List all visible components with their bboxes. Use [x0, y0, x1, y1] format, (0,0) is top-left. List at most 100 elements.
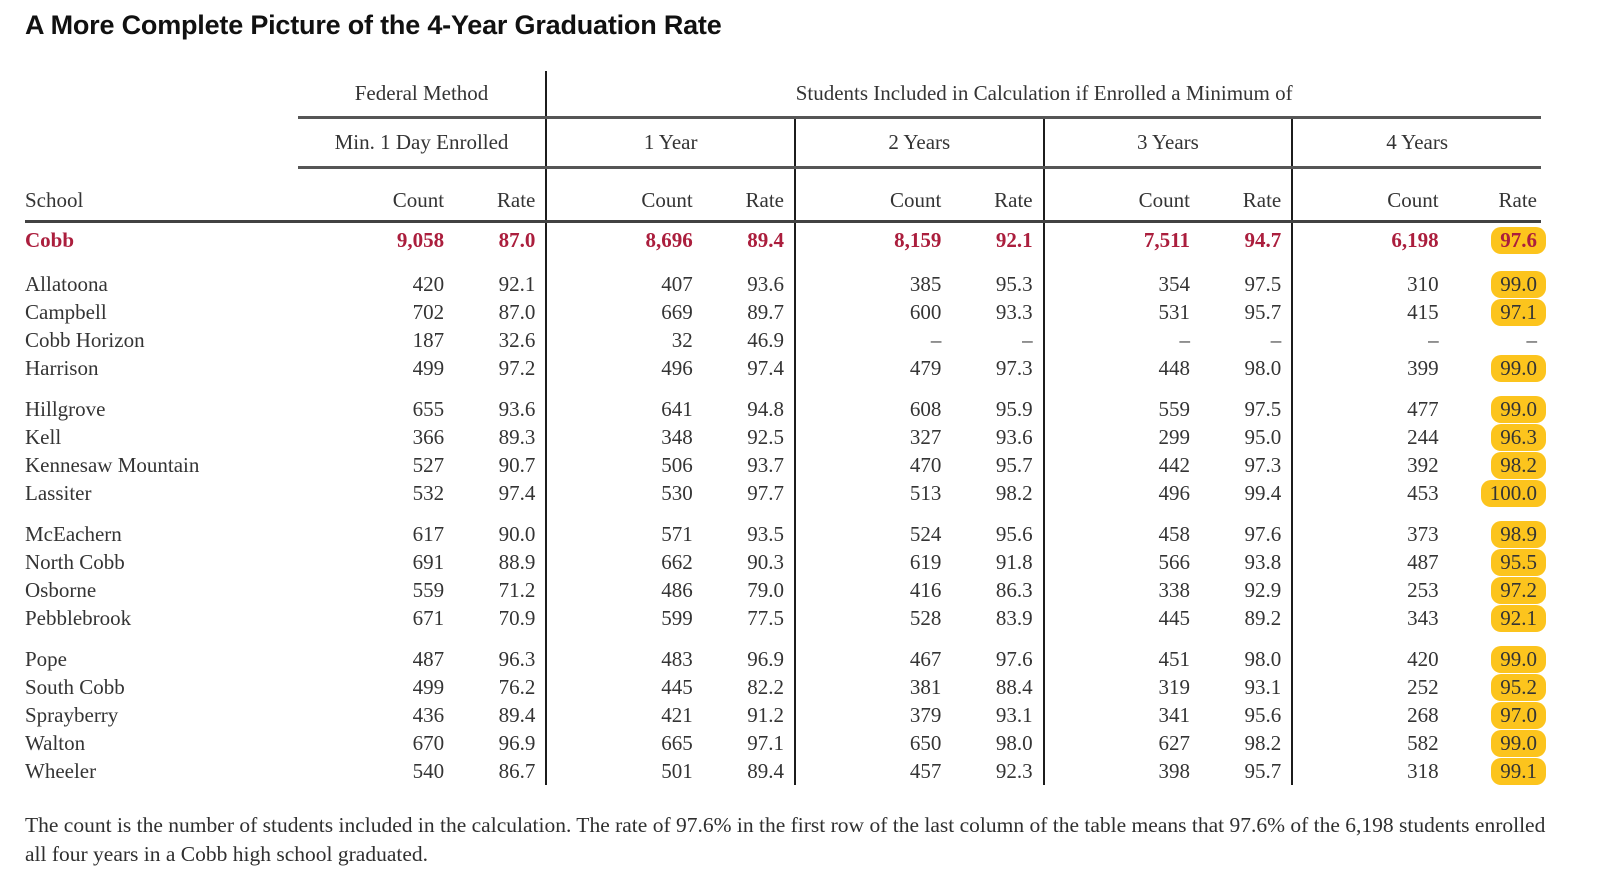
count-cell: 187	[412, 328, 445, 352]
period-header-4-years: 4 Years	[1292, 117, 1541, 169]
count-column-header: Count	[546, 167, 693, 223]
table-row: Sprayberry 436 89.4 421 91.2 379 93.1 341 95.6 26…	[25, 701, 1546, 729]
federal-method-header: Federal Method	[297, 71, 548, 119]
count-cell: 566	[1158, 550, 1190, 574]
rate-cell: –	[941, 326, 1045, 354]
count-column-header: Count	[1043, 167, 1190, 223]
rate-cell: 88.4	[941, 673, 1045, 701]
count-cell: 650	[909, 731, 942, 755]
count-cell: 528	[909, 606, 942, 630]
rate-cell: 86.3	[941, 576, 1045, 604]
rate-cell: 93.3	[941, 298, 1045, 326]
rate-cell: 83.9	[941, 604, 1045, 632]
school-name: Kennesaw Mountain	[25, 453, 200, 477]
highlight-pill: 99.0	[1491, 646, 1546, 673]
rate-cell: 95.5	[1439, 548, 1546, 576]
rate-cell: 90.0	[444, 520, 548, 548]
count-cell: –	[1179, 328, 1190, 352]
count-column-header: Count	[1292, 167, 1439, 223]
rate-cell: 89.3	[444, 423, 548, 451]
rate-cell: 76.2	[444, 673, 548, 701]
rate-cell: 93.6	[444, 395, 548, 423]
rate-cell: 99.0	[1439, 395, 1546, 423]
table-row: Wheeler 540 86.7 501 89.4 457 92.3 398 95.7 318 99…	[25, 757, 1546, 785]
count-cell: 9,058	[396, 228, 445, 252]
rate-cell: 89.2	[1189, 604, 1294, 632]
count-cell: 532	[412, 481, 445, 505]
rate-cell: 95.0	[1189, 423, 1294, 451]
school-name: Campbell	[25, 300, 107, 324]
school-name: North Cobb	[25, 550, 125, 574]
count-cell: 691	[412, 550, 445, 574]
rate-cell: 93.1	[1189, 673, 1294, 701]
rate-cell: 92.1	[1439, 604, 1546, 632]
count-cell: 8,696	[645, 228, 693, 252]
count-cell: 665	[661, 731, 693, 755]
rate-cell: 98.2	[1439, 451, 1546, 479]
count-cell: 559	[412, 578, 445, 602]
school-name: Harrison	[25, 356, 99, 380]
students-included-header: Students Included in Calculation if Enro…	[546, 71, 1541, 119]
rate-cell: 97.1	[692, 729, 796, 757]
rate-cell: 99.0	[1439, 645, 1546, 673]
count-cell: 458	[1158, 522, 1190, 546]
count-cell: 399	[1407, 356, 1439, 380]
rate-cell: 93.6	[941, 423, 1045, 451]
rate-cell: 95.6	[941, 520, 1045, 548]
count-cell: 513	[909, 481, 942, 505]
rate-cell: 92.5	[692, 423, 796, 451]
count-cell: 445	[1158, 606, 1190, 630]
period-header-1-year: 1 Year	[546, 117, 796, 169]
table-row: Osborne 559 71.2 486 79.0 416 86.3 338 92.9 253 97…	[25, 576, 1546, 604]
count-cell: 671	[412, 606, 445, 630]
table-row: McEachern 617 90.0 571 93.5 524 95.6 458 97.6 373…	[25, 520, 1546, 548]
count-cell: 253	[1407, 578, 1439, 602]
highlight-pill: 92.1	[1491, 605, 1546, 632]
rate-cell: 96.3	[444, 645, 548, 673]
rate-cell: 97.6	[941, 645, 1045, 673]
count-cell: 379	[909, 703, 942, 727]
count-cell: 445	[661, 675, 693, 699]
rate-cell: 86.7	[444, 757, 548, 785]
rate-cell: 97.2	[444, 354, 548, 382]
rate-cell: 90.3	[692, 548, 796, 576]
rate-cell: 97.6	[1189, 520, 1294, 548]
rate-cell: 95.7	[1189, 757, 1294, 785]
rate-cell: 97.5	[1189, 395, 1294, 423]
rate-cell: 95.9	[941, 395, 1045, 423]
group-spacer-row	[25, 382, 1541, 395]
count-cell: 416	[909, 578, 942, 602]
count-cell: 436	[412, 703, 445, 727]
count-cell: 655	[412, 397, 445, 421]
header-row-periods: Min. 1 Day Enrolled 1 Year 2 Years 3 Yea…	[25, 117, 1541, 169]
table-row: Pope 487 96.3 483 96.9 467 97.6 451 98.0 420 99.0	[25, 645, 1546, 673]
rate-cell: 92.1	[444, 270, 548, 298]
count-cell: 619	[909, 550, 942, 574]
rate-cell: 95.3	[941, 270, 1045, 298]
school-name: Cobb Horizon	[25, 328, 145, 352]
rate-cell: 92.9	[1189, 576, 1294, 604]
rate-cell: 92.3	[941, 757, 1045, 785]
school-name: Sprayberry	[25, 703, 119, 727]
count-cell: 442	[1158, 453, 1190, 477]
rate-cell: 88.9	[444, 548, 548, 576]
rate-cell: 97.1	[1439, 298, 1546, 326]
school-column-header: School	[25, 167, 298, 223]
school-name: Walton	[25, 731, 86, 755]
rate-cell: 32.6	[444, 326, 548, 354]
rate-cell: 97.3	[1189, 451, 1294, 479]
school-name: Hillgrove	[25, 397, 106, 421]
table-row: Hillgrove 655 93.6 641 94.8 608 95.9 559 97.5 477…	[25, 395, 1546, 423]
rate-column-header: Rate	[1438, 167, 1541, 223]
rate-cell: 89.7	[692, 298, 796, 326]
count-cell: 670	[412, 731, 445, 755]
rate-cell: 98.0	[1189, 645, 1294, 673]
table-row: Walton 670 96.9 665 97.1 650 98.0 627 98.2 582 99.…	[25, 729, 1546, 757]
table-row: Pebblebrook 671 70.9 599 77.5 528 83.9 445 89.2 3…	[25, 604, 1546, 632]
count-cell: 451	[1158, 647, 1190, 671]
table-body: Cobb 9,058 87.0 8,696 89.4 8,159 92.1 7,511 94.7…	[25, 221, 1546, 785]
rate-cell: 98.9	[1439, 520, 1546, 548]
count-cell: 457	[909, 759, 942, 783]
rate-column-header: Rate	[692, 167, 796, 223]
